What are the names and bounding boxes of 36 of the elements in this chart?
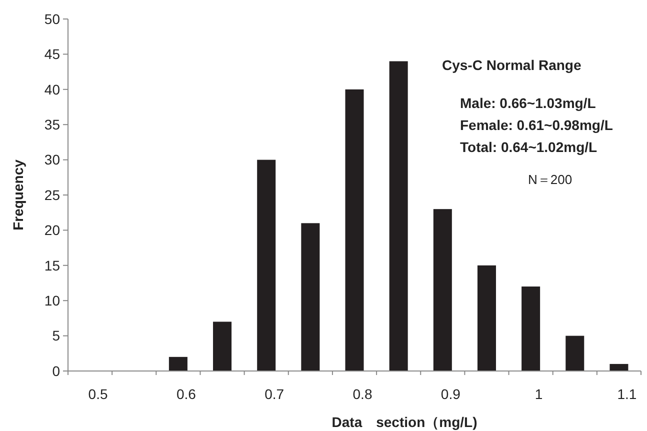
y-tick-label: 5: [52, 328, 60, 344]
annotation: Cys-C Normal Range: [442, 57, 582, 73]
y-tick-label: 15: [44, 257, 60, 274]
bar: [168, 356, 188, 371]
bar: [389, 61, 408, 371]
annotation: Male: 0.66~1.03mg/L: [460, 95, 596, 111]
y-tick-label: 0: [52, 362, 60, 379]
bar: [433, 209, 452, 371]
annotation: N＝200: [528, 172, 572, 187]
x-tick-label: 0.7: [264, 386, 284, 402]
x-tick-label: 1.1: [617, 386, 637, 402]
bar: [213, 322, 232, 371]
bar: [257, 160, 276, 371]
x-axis-title: Data section（mg/L): [332, 414, 478, 430]
bar: [566, 336, 584, 371]
annotation: Total: 0.64~1.02mg/L: [460, 139, 598, 155]
y-tick-label: 50: [44, 10, 60, 27]
y-tick-label: 30: [44, 152, 60, 168]
bar: [477, 265, 496, 371]
bar: [345, 89, 364, 371]
y-tick-label: 25: [44, 186, 60, 203]
annotation: Female: 0.61~0.98mg/L: [460, 117, 614, 133]
y-tick-label: 10: [44, 292, 60, 308]
y-tick-label: 40: [44, 81, 60, 98]
y-tick-label: 35: [44, 116, 60, 132]
x-tick-label: 0.5: [88, 386, 108, 402]
x-tick-label: 0.9: [440, 386, 461, 402]
y-axis-title: Frequency: [10, 159, 26, 230]
bar: [522, 286, 540, 371]
bar: [301, 223, 320, 371]
y-tick-label: 45: [44, 46, 60, 62]
bar: [610, 364, 628, 371]
x-tick-label: 0.6: [176, 386, 196, 402]
x-tick-label: 1: [534, 386, 543, 402]
y-tick-label: 20: [44, 222, 60, 238]
x-tick-label: 0.8: [352, 386, 372, 402]
